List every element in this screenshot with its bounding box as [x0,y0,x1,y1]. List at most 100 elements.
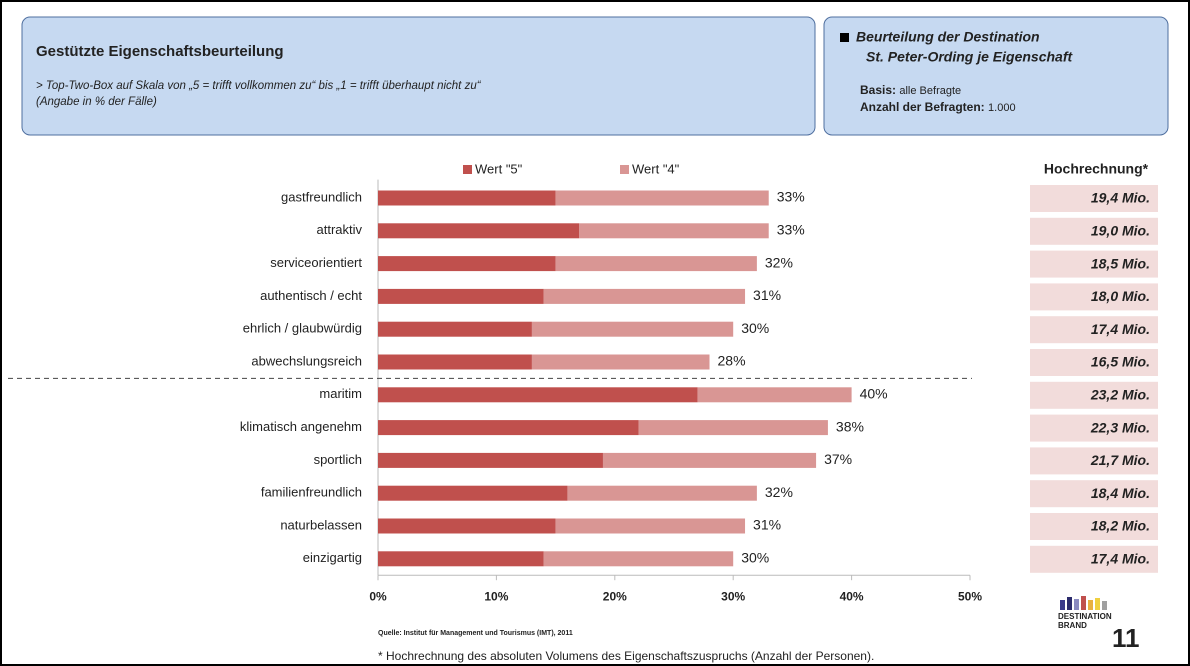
header-subtitle: > Top-Two-Box auf Skala von „5 = trifft … [36,80,482,92]
bar-segment [602,452,817,468]
x-tick-label: 20% [603,589,627,603]
x-tick-label: 10% [484,589,508,603]
header-subtitle: (Angabe in % der Fälle) [36,96,157,108]
bar-segment [697,387,852,403]
info-title: St. Peter-Ording je Eigenschaft [866,49,1073,65]
projection-value: 18,5 Mio. [1091,255,1150,271]
y-tick-label: klimatisch angenehm [240,419,362,434]
y-tick-label: sportlich [314,452,362,467]
projection-value: 17,4 Mio. [1091,321,1150,337]
bar-segment [378,551,544,567]
bar-segment [567,485,757,501]
x-tick-label: 0% [369,589,387,603]
legend-swatch [463,165,472,174]
bar-segment [378,485,568,501]
total-label: 32% [765,254,793,270]
logo-bar [1060,600,1065,610]
logo-bar [1074,599,1079,610]
header-title: Gestützte Eigenschaftsbeurteilung [36,43,284,60]
count-value: 1.000 [988,102,1016,114]
projection-value: 21,7 Mio. [1090,452,1150,468]
bar-segment [378,387,698,403]
source: Quelle: Institut für Management und Tour… [378,630,573,637]
logo-text: DESTINATION [1058,612,1112,621]
bar-segment [543,288,746,304]
basis-value: alle Befragte [899,85,961,97]
logo-bar [1102,601,1107,610]
projection-box [1030,217,1158,245]
header-box [21,16,816,136]
projection-box [1030,513,1158,540]
y-tick-label: serviceorientiert [270,255,362,270]
logo-bar [1088,600,1093,610]
y-tick-label: familienfreundlich [261,485,362,500]
total-label: 28% [718,353,746,369]
bar-segment [378,223,580,239]
info-box [823,16,1169,136]
total-label: 33% [777,189,805,205]
legend-label: Wert "5" [475,161,523,176]
logo-bar [1067,597,1072,610]
count-label: Anzahl der Befragten: [860,100,985,114]
x-tick-label: 50% [958,589,982,603]
projection-box [1030,283,1158,311]
info-title: Beurteilung der Destination [856,29,1040,45]
projection-title: Hochrechnung* [1044,161,1149,177]
logo-number: 11 [1112,623,1140,653]
projection-value: 19,4 Mio. [1091,190,1150,206]
total-label: 31% [753,517,781,533]
bar-segment [378,420,639,436]
projection-box [1030,349,1158,376]
bar-segment [531,354,710,370]
total-label: 31% [753,287,781,303]
projection-box [1030,545,1158,573]
bar-segment [579,223,769,239]
bar-segment [378,452,603,468]
bar-segment [378,288,544,304]
bar-segment [555,256,757,272]
y-tick-label: attraktiv [316,222,362,237]
bar-segment [378,190,556,206]
projection-value: 18,0 Mio. [1091,288,1150,304]
total-label: 30% [741,550,769,566]
y-tick-label: maritim [319,386,362,401]
bar-segment [555,518,746,534]
bar-segment [555,190,769,206]
logo: DESTINATION BRAND 11 [1058,596,1140,653]
total-label: 30% [741,320,769,336]
total-label: 40% [860,386,888,402]
logo-bar [1095,598,1100,610]
projection-box [1030,414,1158,442]
count: Anzahl der Befragten: 1.000 [860,100,1016,114]
bar-segment [378,256,556,272]
y-tick-label: ehrlich / glaubwürdig [243,321,362,336]
bar-segment [638,420,828,436]
total-label: 33% [777,222,805,238]
total-label: 32% [765,484,793,500]
y-tick-label: einzigartig [303,550,362,565]
y-tick-label: gastfreundlich [281,189,362,204]
projection-box [1030,185,1158,212]
logo-text: BRAND [1058,621,1087,630]
y-tick-label: authentisch / echt [260,288,362,303]
projection-value: 16,5 Mio. [1091,354,1150,370]
footnote: * Hochrechnung des absoluten Volumens de… [378,649,874,663]
projection-value: 22,3 Mio. [1090,419,1150,435]
basis: Basis: alle Befragte [860,83,961,97]
y-tick-label: abwechslungsreich [251,353,362,368]
projection-value: 18,4 Mio. [1091,485,1150,501]
bullet [840,33,849,42]
bar-segment [531,321,734,337]
x-tick-label: 40% [840,589,864,603]
logo-bar [1081,596,1086,610]
bar-segment [543,551,734,567]
projection-box [1030,316,1158,344]
projection-value: 18,2 Mio. [1091,518,1150,534]
projection-value: 23,2 Mio. [1090,387,1150,403]
projection-box [1030,480,1158,508]
total-label: 37% [824,451,852,467]
total-label: 38% [836,418,864,434]
basis-label: Basis: [860,83,896,97]
bar-segment [378,321,532,337]
